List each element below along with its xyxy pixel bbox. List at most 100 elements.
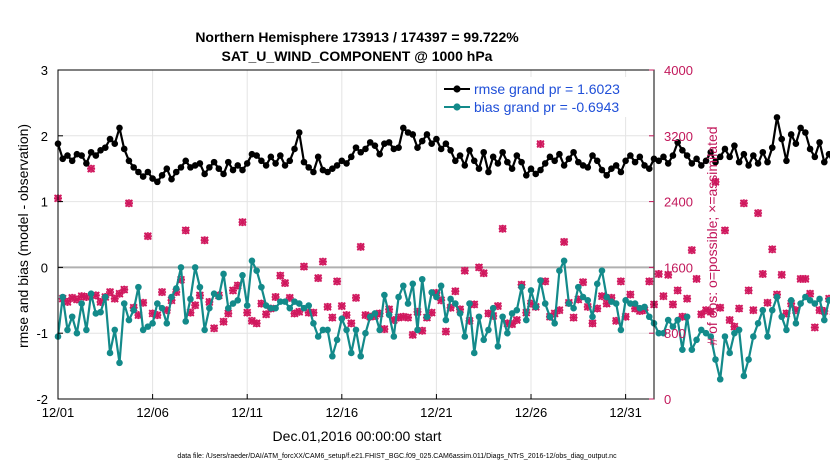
rmse-point (508, 165, 516, 172)
rmse-point (466, 146, 473, 154)
assimilated-obs-point (555, 306, 564, 315)
bias-point (461, 333, 469, 340)
rmse-point (291, 145, 298, 153)
rmse-point (679, 146, 686, 154)
bias-point (579, 293, 587, 301)
bias-point (447, 295, 454, 303)
x-tick-label-2: 12/11 (231, 405, 263, 420)
bias-point (537, 277, 544, 284)
assimilated-obs-point (673, 286, 682, 295)
bias-point (253, 267, 260, 274)
bias-point (768, 306, 776, 314)
y-tick-label-3: 1 (41, 195, 48, 210)
rmse-point (518, 158, 525, 166)
rmse-point (215, 165, 223, 172)
rmse-point (664, 160, 672, 167)
assimilated-obs-point (668, 300, 677, 309)
x-tick-label-1: 12/06 (136, 405, 169, 420)
bias-point (305, 302, 312, 309)
bias-point (144, 323, 152, 330)
bias-point (371, 310, 379, 317)
bias-point (111, 326, 119, 334)
rmse-point (527, 165, 535, 172)
bias-point (333, 336, 341, 344)
rmse-point (811, 153, 819, 161)
rmse-point (565, 155, 573, 163)
bias-point (215, 293, 223, 301)
rmse-point (698, 162, 705, 169)
rmse-point (343, 160, 350, 167)
rmse-point (726, 153, 733, 161)
rmse-point (305, 164, 312, 171)
y-tick-label-0: -2 (36, 392, 48, 407)
bias-point (489, 304, 497, 312)
bias-point (442, 316, 450, 324)
bias-point (735, 326, 743, 334)
bias-point (541, 300, 549, 307)
rmse-point (712, 158, 719, 166)
x-tick-label-3: 12/16 (326, 405, 359, 420)
rmse-point (560, 162, 568, 169)
rmse-point (768, 144, 776, 151)
bias-point (622, 297, 629, 304)
rmse-point (220, 170, 227, 178)
bias-point (508, 310, 516, 317)
assimilated-obs-point (191, 301, 200, 310)
bias-point (385, 311, 393, 319)
bias-point (726, 349, 733, 357)
bias-point (513, 306, 521, 314)
rmse-point (414, 144, 421, 151)
assimilated-obs-point (512, 316, 521, 325)
chart-title: Northern Hemisphere 173913 / 174397 = 99… (195, 29, 519, 45)
assimilated-obs-point (408, 330, 417, 339)
bias-point (437, 282, 445, 290)
bias-point (797, 300, 804, 307)
rmse-point (418, 137, 426, 145)
rmse-point (267, 153, 275, 161)
bias-point (679, 346, 686, 353)
rmse-point (120, 145, 128, 153)
y-axis-right: 0 800 1600 2400 3200 4000 (649, 63, 693, 407)
rmse-point (224, 158, 232, 166)
bias-point (366, 313, 374, 321)
y-tick-label-2: 0 (41, 260, 48, 275)
rmse-point (816, 139, 823, 146)
footnote: data file: /Users/raeder/DAI/ATM_forcXX/… (177, 453, 617, 460)
assimilated-obs-point (763, 298, 772, 307)
rmse-point (329, 165, 336, 172)
yr-tick-label-1: 800 (664, 326, 686, 341)
bias-point (759, 306, 767, 314)
bias-point (272, 304, 279, 312)
bias-point (234, 297, 242, 304)
rmse-point (456, 152, 464, 159)
rmse-point (210, 158, 218, 166)
bias-point (277, 298, 284, 305)
bias-point (522, 316, 530, 324)
legend: rmse grand pr = 1.6023 bias grand pr = -… (442, 77, 651, 117)
bias-point (281, 298, 289, 305)
assimilated-obs-point (347, 319, 356, 328)
rmse-point (731, 142, 738, 149)
bias-point (721, 333, 729, 340)
x-tick-label-4: 12/21 (420, 405, 453, 420)
assimilated-obs-point (683, 294, 692, 303)
bias-point (329, 352, 336, 360)
rmse-point (68, 157, 76, 165)
rmse-point (437, 145, 445, 153)
rmse-point (409, 131, 417, 138)
bias-point (116, 359, 123, 367)
bias-point (565, 300, 573, 307)
rmse-point (556, 150, 563, 158)
y-tick-label-4: 2 (41, 129, 48, 144)
rmse-point (158, 171, 166, 179)
bias-point (589, 313, 596, 321)
assimilated-obs-point (460, 266, 469, 275)
rmse-point (584, 164, 592, 171)
rmse-point (262, 162, 270, 169)
bias-point (631, 300, 639, 307)
bias-point (556, 267, 563, 274)
bias-point (68, 313, 76, 321)
assimilated-obs-point (777, 270, 786, 279)
bias-point (754, 320, 762, 327)
rmse-point (135, 168, 142, 176)
